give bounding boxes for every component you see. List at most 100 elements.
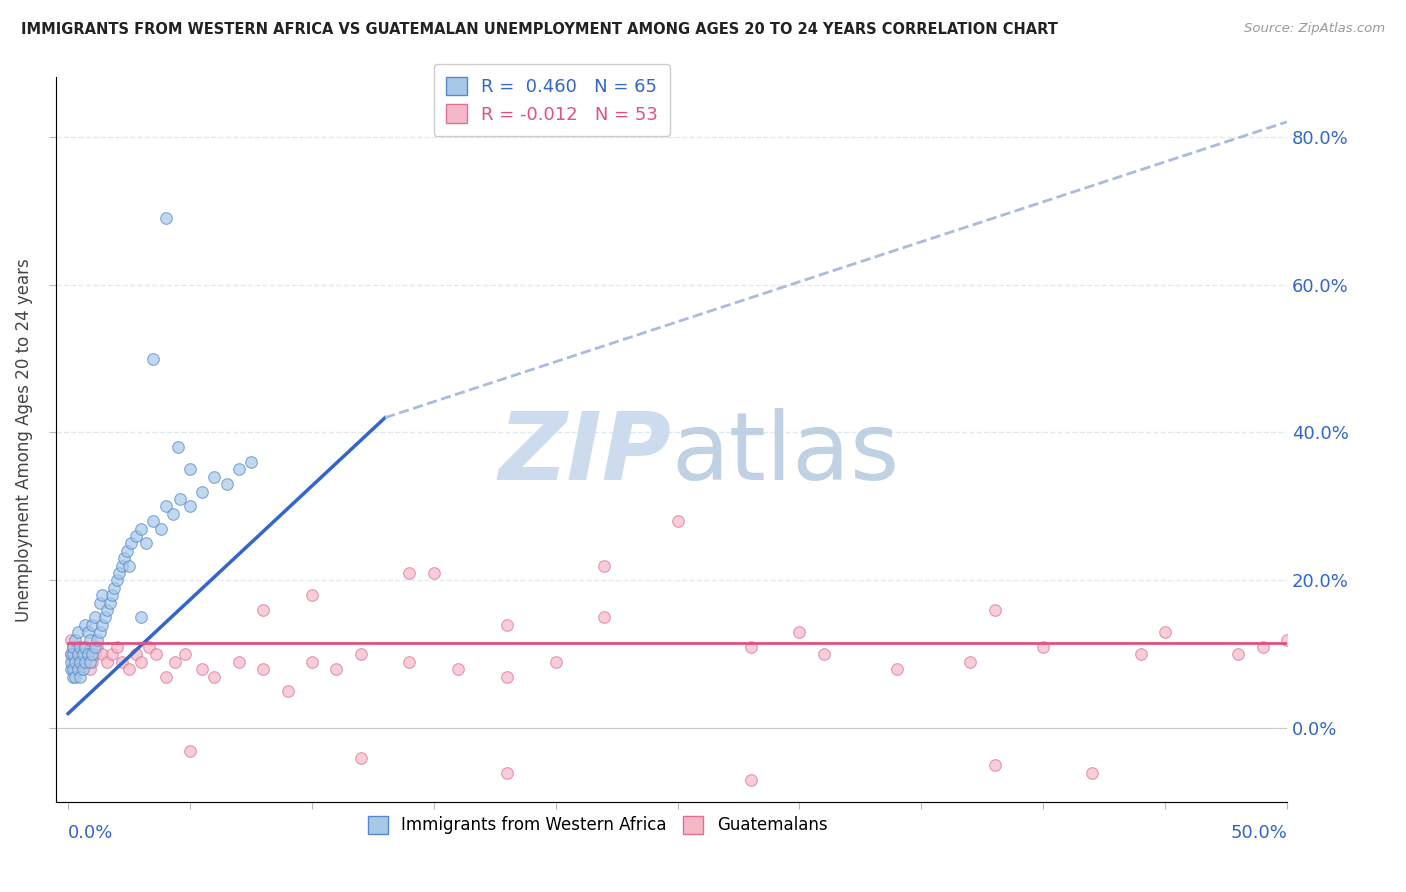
Point bbox=[202, 470, 225, 484]
Point bbox=[89, 596, 111, 610]
Point bbox=[191, 484, 214, 499]
Point bbox=[69, 655, 91, 669]
Point bbox=[1251, 640, 1274, 654]
Point bbox=[162, 507, 184, 521]
Point bbox=[169, 491, 191, 506]
Point bbox=[111, 655, 134, 669]
Point bbox=[350, 751, 373, 765]
Point bbox=[179, 743, 201, 757]
Point bbox=[69, 648, 91, 662]
Point bbox=[75, 640, 97, 654]
Point bbox=[145, 648, 167, 662]
Point bbox=[276, 684, 298, 698]
Point bbox=[191, 662, 214, 676]
Point bbox=[496, 765, 519, 780]
Point bbox=[129, 610, 152, 624]
Point bbox=[66, 625, 89, 640]
Point bbox=[101, 588, 124, 602]
Legend: Immigrants from Western Africa, Guatemalans: Immigrants from Western Africa, Guatemal… bbox=[361, 809, 834, 841]
Point bbox=[252, 603, 274, 617]
Point bbox=[301, 655, 323, 669]
Point bbox=[65, 632, 87, 647]
Point bbox=[1032, 640, 1054, 654]
Point bbox=[75, 655, 97, 669]
Point bbox=[138, 640, 160, 654]
Point bbox=[179, 500, 201, 514]
Point bbox=[79, 662, 101, 676]
Point bbox=[166, 440, 188, 454]
Point bbox=[129, 655, 152, 669]
Point bbox=[423, 566, 446, 580]
Point bbox=[79, 632, 101, 647]
Point bbox=[1154, 625, 1177, 640]
Point bbox=[174, 648, 197, 662]
Point bbox=[62, 655, 84, 669]
Point bbox=[84, 648, 107, 662]
Point bbox=[398, 655, 420, 669]
Point bbox=[155, 211, 177, 225]
Point bbox=[65, 662, 87, 676]
Point bbox=[544, 655, 567, 669]
Point bbox=[447, 662, 470, 676]
Text: IMMIGRANTS FROM WESTERN AFRICA VS GUATEMALAN UNEMPLOYMENT AMONG AGES 20 TO 24 YE: IMMIGRANTS FROM WESTERN AFRICA VS GUATEM… bbox=[21, 22, 1057, 37]
Point bbox=[1081, 765, 1104, 780]
Point bbox=[228, 462, 250, 476]
Point bbox=[886, 662, 908, 676]
Text: atlas: atlas bbox=[672, 409, 900, 500]
Point bbox=[112, 551, 135, 566]
Point bbox=[59, 648, 82, 662]
Point bbox=[86, 640, 108, 654]
Point bbox=[82, 648, 104, 662]
Point bbox=[398, 566, 420, 580]
Point bbox=[118, 558, 141, 573]
Point bbox=[91, 648, 114, 662]
Point bbox=[1275, 632, 1298, 647]
Point bbox=[496, 617, 519, 632]
Point bbox=[72, 655, 94, 669]
Point bbox=[108, 566, 131, 580]
Point bbox=[59, 662, 82, 676]
Point bbox=[149, 522, 172, 536]
Point bbox=[82, 655, 104, 669]
Point bbox=[65, 648, 87, 662]
Point bbox=[86, 632, 108, 647]
Point bbox=[593, 558, 616, 573]
Point bbox=[101, 648, 124, 662]
Point bbox=[813, 648, 835, 662]
Point bbox=[202, 669, 225, 683]
Point bbox=[66, 662, 89, 676]
Point bbox=[142, 514, 165, 528]
Point bbox=[118, 662, 141, 676]
Point bbox=[740, 640, 762, 654]
Point bbox=[165, 655, 187, 669]
Point bbox=[179, 462, 201, 476]
Point bbox=[79, 655, 101, 669]
Point bbox=[115, 544, 138, 558]
Point bbox=[98, 596, 121, 610]
Point bbox=[155, 500, 177, 514]
Point bbox=[301, 588, 323, 602]
Point bbox=[142, 351, 165, 366]
Text: ZIP: ZIP bbox=[499, 409, 672, 500]
Point bbox=[89, 625, 111, 640]
Point bbox=[69, 662, 91, 676]
Point bbox=[76, 625, 98, 640]
Point bbox=[983, 758, 1005, 772]
Point bbox=[593, 610, 616, 624]
Point bbox=[155, 669, 177, 683]
Point bbox=[69, 669, 91, 683]
Point bbox=[66, 640, 89, 654]
Point bbox=[121, 536, 143, 550]
Point bbox=[66, 655, 89, 669]
Point bbox=[111, 558, 134, 573]
Point bbox=[215, 477, 238, 491]
Text: 0.0%: 0.0% bbox=[67, 824, 114, 842]
Point bbox=[105, 574, 128, 588]
Point bbox=[103, 581, 125, 595]
Point bbox=[252, 662, 274, 676]
Point bbox=[125, 529, 148, 543]
Point bbox=[983, 603, 1005, 617]
Point bbox=[1129, 648, 1152, 662]
Point bbox=[91, 617, 114, 632]
Point bbox=[59, 648, 82, 662]
